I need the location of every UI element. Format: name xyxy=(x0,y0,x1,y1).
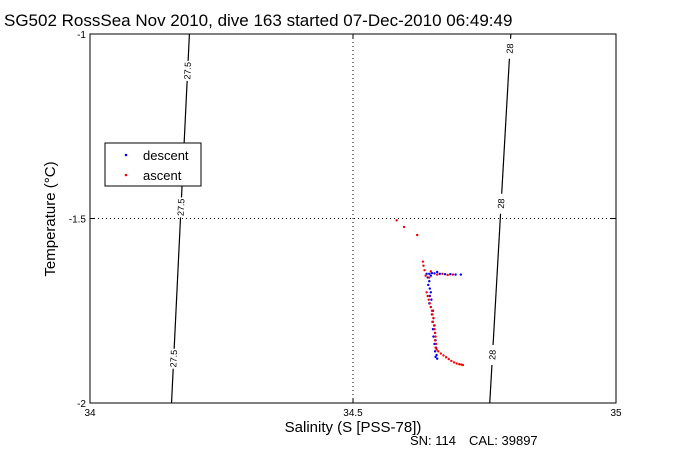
descent-point xyxy=(428,280,431,283)
y-tick-label: -1.5 xyxy=(69,215,87,226)
ascent-point xyxy=(433,339,437,342)
ascent-point xyxy=(434,335,437,338)
ascent-point xyxy=(425,291,428,294)
ascent-point xyxy=(439,352,443,355)
ascent-point xyxy=(446,273,449,277)
ascent-point xyxy=(434,346,437,349)
ascent-point xyxy=(458,363,461,366)
ascent-point xyxy=(431,320,435,324)
descent-point xyxy=(427,283,430,287)
descent-point xyxy=(435,353,438,357)
descent-point xyxy=(428,294,431,298)
y-tick-label: -1 xyxy=(77,30,86,41)
descent-point xyxy=(438,272,441,276)
legend-label-descent: descent xyxy=(143,148,189,163)
ascent-point xyxy=(422,264,425,267)
ascent-series xyxy=(395,219,465,367)
ascent-point xyxy=(441,272,444,276)
density-contours: 27.5 27.5 27.5 28 28 28 xyxy=(168,33,516,404)
x-tick-label: 35 xyxy=(610,408,622,419)
descent-point xyxy=(425,272,428,276)
descent-point xyxy=(434,355,437,359)
descent-point xyxy=(443,273,447,276)
ascent-point xyxy=(444,356,448,359)
descent-point xyxy=(459,273,463,276)
ascent-point xyxy=(428,302,431,305)
y-axis-label: Temperature (°C) xyxy=(42,161,59,276)
ascent-point xyxy=(430,309,434,312)
ascent-point xyxy=(429,270,433,273)
contour-label-28: 28 xyxy=(505,43,516,54)
x-axis-ticks: 34 34.5 35 xyxy=(84,34,622,419)
ascent-point xyxy=(431,313,434,316)
contour-label-bg xyxy=(496,193,507,214)
ascent-point xyxy=(428,276,431,279)
descent-point xyxy=(428,287,431,290)
contour-label-28: 28 xyxy=(496,198,507,209)
legend-marker-descent xyxy=(124,153,128,157)
legend-marker-ascent xyxy=(124,173,128,177)
ascent-point xyxy=(421,260,425,263)
ascent-point xyxy=(442,354,445,357)
ascent-point xyxy=(432,316,435,320)
descent-point xyxy=(429,291,433,294)
ascent-point xyxy=(437,350,440,353)
contour-label-bg xyxy=(487,345,498,366)
descent-point xyxy=(430,271,434,275)
descent-point xyxy=(429,274,433,277)
legend-box xyxy=(104,142,202,187)
descent-point xyxy=(433,272,436,275)
ascent-point xyxy=(423,268,426,272)
ascent-point xyxy=(426,294,429,298)
contour-label-27.5: 27.5 xyxy=(176,198,187,216)
ascent-point xyxy=(432,324,436,327)
descent-point xyxy=(428,272,431,276)
ascent-point xyxy=(429,305,433,309)
contour-label-28: 28 xyxy=(487,350,498,361)
calibration: CAL: 39897 xyxy=(469,433,538,448)
descent-point xyxy=(435,270,439,274)
contour-label-bg xyxy=(168,348,179,369)
ascent-point xyxy=(450,359,453,363)
ascent-point xyxy=(424,274,427,277)
descent-point xyxy=(430,298,433,301)
descent-point xyxy=(454,273,457,276)
ascent-point xyxy=(461,363,465,367)
ascent-point xyxy=(452,361,456,364)
descent-series xyxy=(425,270,463,360)
ascent-point xyxy=(433,331,437,335)
ascent-point xyxy=(434,342,438,346)
density-contour-27.5 xyxy=(170,33,191,404)
ascent-point xyxy=(447,357,450,361)
ascent-point xyxy=(435,348,438,351)
contour-label-bg xyxy=(176,197,187,218)
y-tick-label: -2 xyxy=(77,399,86,410)
ascent-point xyxy=(415,233,419,237)
x-tick-label: 34 xyxy=(84,408,96,419)
ascent-point xyxy=(435,273,439,276)
descent-point xyxy=(449,273,452,276)
chart-title: SG502 RossSea Nov 2010, dive 163 started… xyxy=(4,11,512,30)
legend-label-ascent: ascent xyxy=(143,168,182,183)
contour-label-bg xyxy=(504,38,515,59)
ascent-point xyxy=(433,328,436,331)
descent-point xyxy=(435,357,439,360)
x-axis-label: Salinity (S [PSS-78]) xyxy=(285,419,422,436)
serial-number: SN: 114 xyxy=(410,433,456,448)
contour-label-27.5: 27.5 xyxy=(182,62,193,80)
ascent-point xyxy=(402,225,406,229)
contour-label-bg xyxy=(182,60,193,81)
ascent-point xyxy=(427,298,430,301)
density-contour-28 xyxy=(489,33,512,404)
descent-point xyxy=(433,350,437,353)
x-tick-label: 34.5 xyxy=(343,408,363,419)
descent-point xyxy=(432,335,435,338)
ascent-point xyxy=(395,219,398,222)
ascent-point xyxy=(455,362,458,365)
y-axis-ticks: -2 -1.5 -1 xyxy=(69,30,616,410)
contour-label-27.5: 27.5 xyxy=(168,350,179,368)
ascent-point xyxy=(451,273,455,276)
legend: descent ascent xyxy=(104,142,202,187)
